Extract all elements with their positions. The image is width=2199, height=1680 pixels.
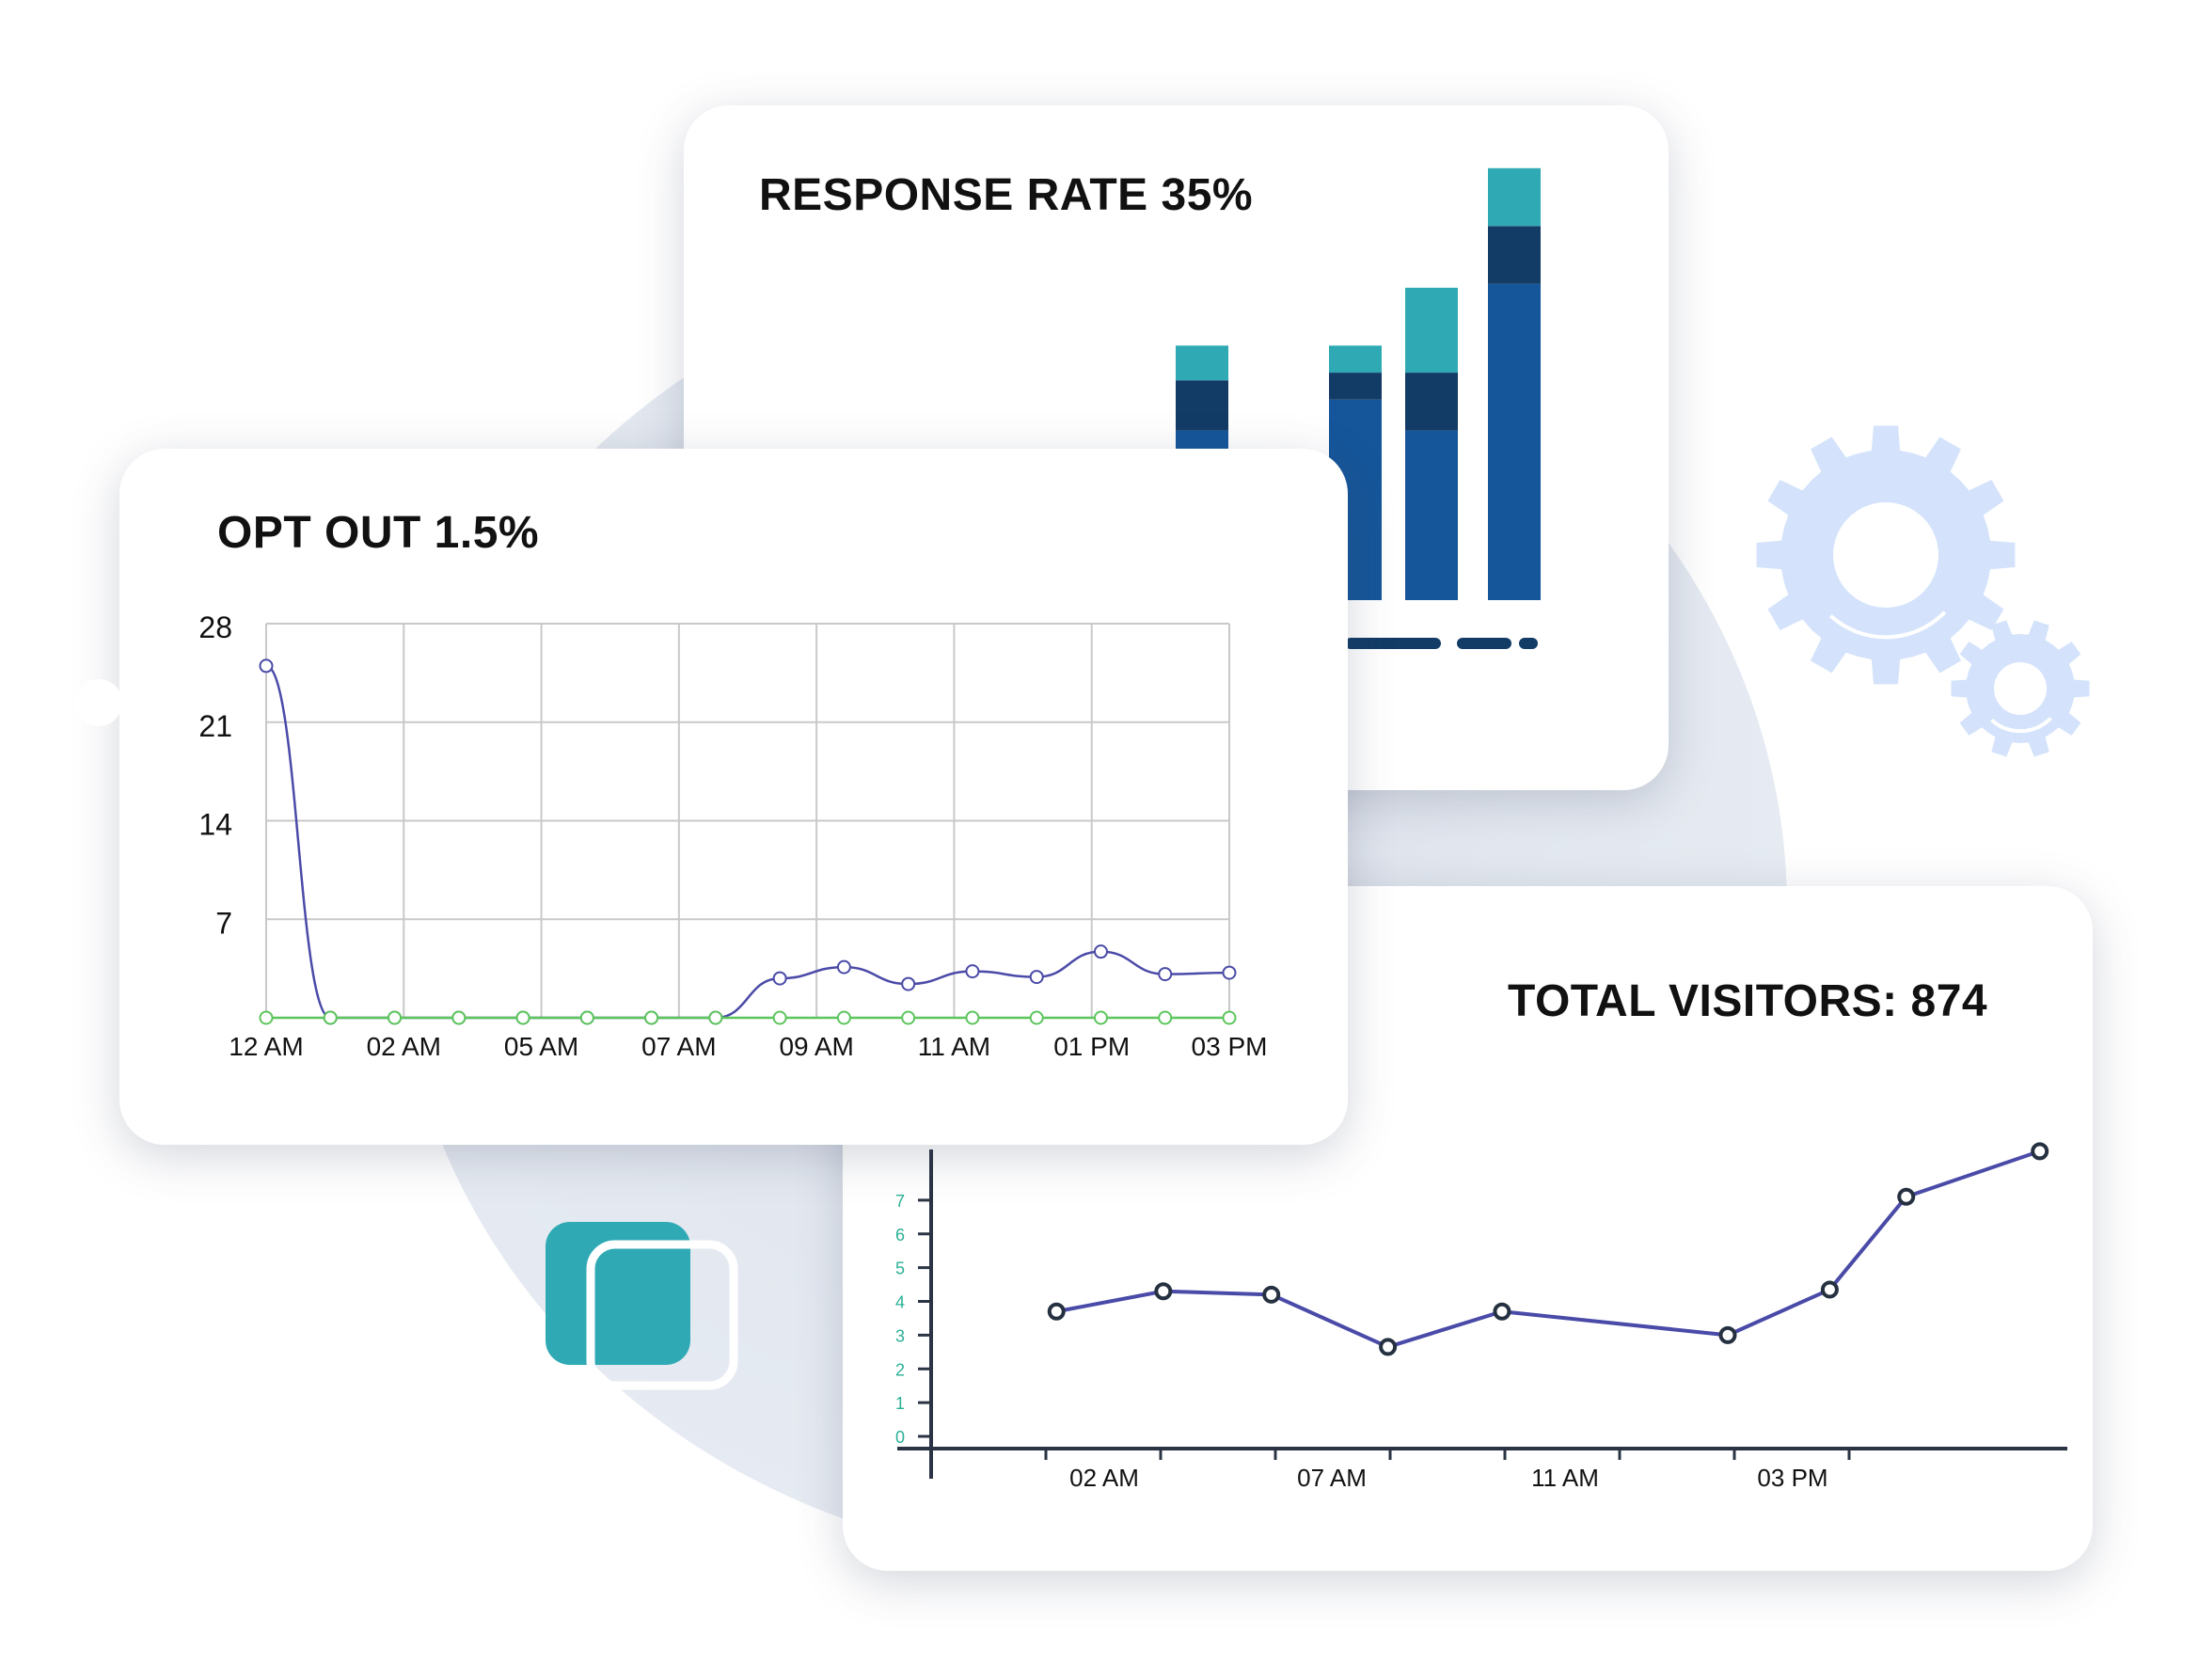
opt-out-chart: 28 21 14 7 12 AM 02 AM 05 AM 07 AM 09 AM 11 AM 01 …	[198, 610, 1268, 1061]
x-tick-label: 11 AM	[1531, 1464, 1599, 1492]
x-tick-label: 09 AM	[779, 1032, 853, 1061]
point-series-green	[772, 1010, 787, 1025]
point-series-green	[451, 1010, 467, 1025]
point-series-purple	[772, 971, 787, 986]
bar-base-6	[1488, 283, 1541, 600]
bar-base-5	[1405, 430, 1458, 600]
y-tick-label: 1	[895, 1394, 905, 1413]
bar-top-4	[1329, 345, 1382, 373]
point-series-green	[644, 1010, 659, 1025]
x-tick-label: 03 PM	[1192, 1032, 1268, 1061]
bar-top-6	[1488, 167, 1541, 227]
bar-top-5	[1405, 287, 1458, 373]
x-tick-label: 01 PM	[1053, 1032, 1130, 1061]
overlapping-squares-icon	[546, 1222, 738, 1390]
line-visitors	[1055, 1149, 2041, 1349]
bar-middle-5	[1405, 372, 1458, 431]
response-rate-title: RESPONSE RATE 35%	[759, 170, 1254, 220]
opt-out-title: OPT OUT 1.5%	[217, 508, 540, 558]
gear-large-highlight	[1801, 470, 1970, 640]
point-visitors	[1262, 1285, 1281, 1304]
bar-middle-6	[1488, 226, 1541, 284]
y-tick-label: 6	[895, 1226, 905, 1244]
point-series-green	[1158, 1010, 1173, 1025]
point-visitors	[1493, 1302, 1511, 1321]
point-series-green	[388, 1010, 403, 1025]
point-series-purple	[1093, 944, 1108, 959]
total-visitors-chart: 0 1 2 3 4 5 6 7 02 AM 07 AM 11 AM 03 PM	[895, 1142, 2067, 1492]
point-series-green	[259, 1010, 274, 1025]
x-tick-label: 11 AM	[918, 1032, 990, 1061]
gear-small	[1951, 620, 2090, 757]
point-series-green	[323, 1010, 338, 1025]
legend-dash	[1345, 638, 1441, 649]
y-tick-label: 21	[198, 709, 232, 743]
bar-middle-4	[1329, 372, 1382, 400]
point-visitors	[1897, 1187, 1916, 1206]
y-tick-label: 7	[895, 1192, 905, 1211]
y-tick-label: 28	[198, 610, 232, 644]
y-tick-label: 0	[895, 1428, 905, 1447]
x-tick-label: 03 PM	[1757, 1464, 1827, 1492]
point-series-green	[901, 1010, 916, 1025]
point-visitors	[1379, 1338, 1398, 1356]
gear-large	[1756, 425, 2016, 685]
point-series-purple	[901, 976, 916, 991]
point-visitors	[1718, 1325, 1737, 1344]
gear-small-highlight	[1975, 643, 2065, 734]
x-tick-label: 12 AM	[229, 1032, 303, 1061]
x-tick-label: 02 AM	[367, 1032, 441, 1061]
y-tick-label: 2	[895, 1360, 905, 1379]
bar-top-3	[1176, 345, 1228, 381]
point-series-green	[579, 1010, 594, 1025]
point-series-green	[708, 1010, 723, 1025]
point-series-purple	[259, 658, 274, 674]
x-tick-label: 07 AM	[641, 1032, 716, 1061]
point-series-purple	[1222, 965, 1237, 980]
y-tick-label: 5	[895, 1260, 905, 1278]
legend-dash	[1519, 638, 1538, 649]
point-series-green	[836, 1010, 851, 1025]
opt-out-card: OPT OUT 1.5% 28 21 14 7 12 AM 02 AM 05 AM 07 AM…	[119, 449, 1348, 1145]
card-connector-dot	[75, 679, 122, 726]
point-visitors	[1820, 1280, 1839, 1299]
x-tick-label: 07 AM	[1297, 1464, 1367, 1492]
line-series-purple	[265, 664, 1230, 1020]
point-series-purple	[965, 964, 980, 979]
legend-dash	[1457, 638, 1511, 649]
point-series-green	[1093, 1010, 1108, 1025]
point-visitors	[1047, 1302, 1066, 1321]
x-tick-label: 05 AM	[504, 1032, 578, 1061]
point-series-purple	[1158, 967, 1173, 982]
point-series-green	[1029, 1010, 1044, 1025]
y-tick-label: 14	[198, 808, 232, 842]
point-series-purple	[836, 959, 851, 975]
point-series-green	[515, 1010, 530, 1025]
x-tick-label: 02 AM	[1069, 1464, 1139, 1492]
y-tick-label: 4	[895, 1293, 905, 1312]
point-visitors	[1154, 1282, 1173, 1301]
point-series-green	[1222, 1010, 1237, 1025]
y-tick-label: 3	[895, 1326, 905, 1345]
gears-icon	[1756, 425, 2090, 757]
bar-middle-3	[1176, 380, 1228, 431]
total-visitors-title: TOTAL VISITORS: 874	[1508, 976, 1988, 1026]
point-visitors	[2031, 1142, 2049, 1161]
point-series-purple	[1029, 970, 1044, 985]
y-tick-label: 7	[215, 906, 232, 940]
point-series-green	[965, 1010, 980, 1025]
